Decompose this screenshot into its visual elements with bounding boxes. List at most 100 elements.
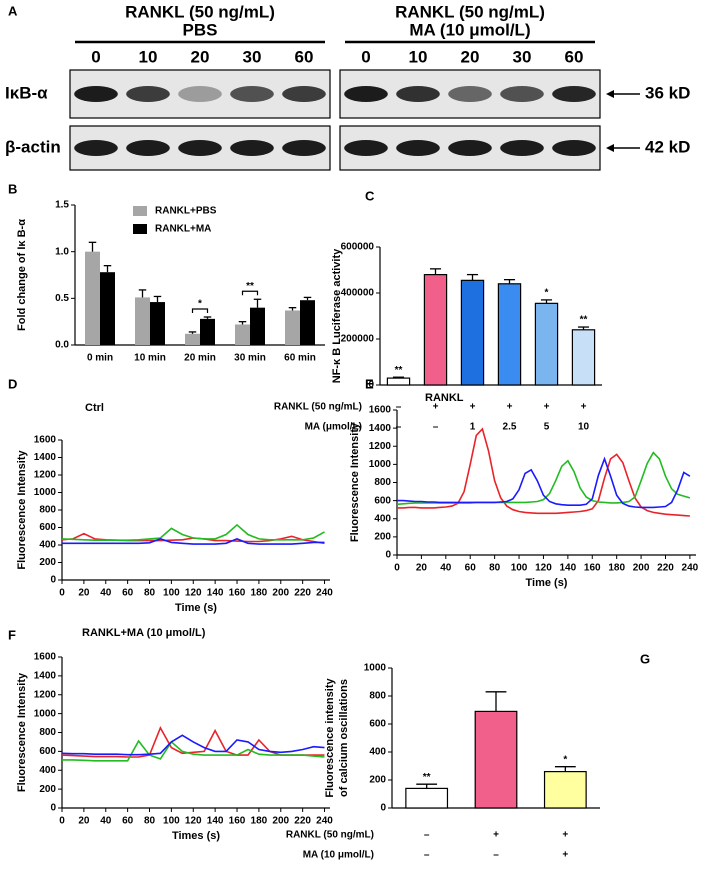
x-tick-label: 60 (122, 588, 134, 599)
y-axis-label: Fold change of Iκ B-α (16, 219, 28, 331)
y-axis-label: Fluorescence intensity (324, 678, 336, 798)
band (552, 140, 596, 156)
y-tick-label: 600 (374, 495, 391, 506)
band (344, 140, 388, 156)
x-tick-label: 100 (511, 563, 528, 574)
lane-label: 20 (461, 47, 480, 66)
line (396, 451, 691, 506)
y-tick-label: 0 (385, 550, 391, 561)
line (61, 523, 325, 541)
condition-value: + (544, 402, 550, 413)
legend-swatch (133, 224, 147, 234)
condition-value: + (433, 402, 439, 413)
x-tick-label: 180 (251, 588, 268, 599)
y-tick-label: 800 (39, 727, 56, 738)
condition-value: – (493, 850, 499, 861)
chart-title: Ctrl (85, 402, 104, 414)
y-axis-label: Fluorescence Intensity (16, 450, 28, 570)
y-tick-label: 600 (369, 719, 386, 730)
band (282, 86, 326, 102)
y-tick-label: 1400 (34, 671, 57, 682)
condition-value: 5 (544, 422, 550, 433)
size-label: 42 kD (645, 137, 690, 156)
x-tick-label: 100 (163, 588, 180, 599)
band (178, 140, 222, 156)
band (178, 86, 222, 102)
protein-label: IκB-α (5, 83, 48, 102)
x-tick-label: 20 (78, 588, 90, 599)
x-tick-label: 30 min (234, 353, 266, 364)
y-tick-label: 400000 (341, 288, 375, 299)
significance-label: ** (395, 365, 403, 376)
x-tick-label: 40 (440, 563, 452, 574)
x-tick-label: 60 min (284, 353, 316, 364)
bar (300, 300, 315, 345)
y-tick-label: 200 (39, 784, 56, 795)
bar (250, 307, 265, 345)
condition-label: PBS (183, 20, 218, 39)
y-tick-label: 1200 (34, 689, 57, 700)
x-tick-label: 120 (185, 816, 202, 827)
significance-bracket (241, 290, 259, 296)
x-tick-label: 40 (100, 588, 112, 599)
condition-value: 2.5 (503, 422, 517, 433)
x-tick-label: 20 min (184, 353, 216, 364)
condition-value: + (507, 402, 513, 413)
y-tick-label: 400 (39, 765, 56, 776)
condition-label: RANKL (50 ng/mL) (274, 402, 362, 413)
significance-label: * (563, 754, 567, 765)
band (500, 140, 544, 156)
x-tick-label: 10 min (134, 353, 166, 364)
y-tick-label: 0 (50, 803, 56, 814)
significance-label: ** (423, 772, 431, 783)
condition-value: 1 (470, 422, 476, 433)
bar (460, 279, 485, 386)
significance-label: * (545, 288, 549, 299)
panel-letter: D (8, 376, 17, 391)
condition-value: – (396, 402, 402, 413)
x-tick-label: 20 (416, 563, 428, 574)
x-axis-label: Time (s) (526, 577, 568, 589)
x-tick-label: 220 (294, 588, 311, 599)
x-tick-label: 160 (584, 563, 601, 574)
lane-label: 10 (139, 47, 158, 66)
condition-value: + (470, 402, 476, 413)
y-tick-label: 1000 (364, 663, 387, 674)
x-tick-label: 200 (272, 588, 289, 599)
lane-label: 0 (361, 47, 370, 66)
panel-letter: F (8, 627, 16, 642)
line (62, 739, 325, 762)
treatment-label: RANKL (50 ng/mL) (395, 2, 545, 21)
bar (235, 324, 250, 345)
x-tick-label: 60 (122, 816, 134, 827)
bar (497, 283, 522, 386)
condition-value: + (493, 830, 499, 841)
bar (386, 377, 411, 386)
band (230, 140, 274, 156)
y-tick-label: 400 (39, 540, 56, 551)
x-tick-label: 180 (608, 563, 625, 574)
x-tick-label: 140 (207, 588, 224, 599)
condition-value: – (424, 850, 430, 861)
bar (405, 787, 449, 809)
y-tick-label: 1400 (369, 423, 392, 434)
y-tick-label: 200 (374, 532, 391, 543)
y-axis-label: NF-κ B Luciferase activity (331, 248, 343, 383)
band (126, 86, 170, 102)
chart-title: RANKL (425, 392, 464, 404)
panel-letter: G (640, 651, 650, 666)
x-tick-label: 140 (207, 816, 224, 827)
y-tick-label: 1600 (34, 652, 57, 663)
significance-bracket (191, 308, 209, 313)
chart-title: RANKL+MA (10 μmol/L) (82, 627, 206, 639)
lane-label: 30 (243, 47, 262, 66)
band (448, 86, 492, 102)
y-tick-label: 1000 (369, 459, 392, 470)
band (396, 86, 440, 102)
band (344, 86, 388, 102)
x-tick-label: 180 (251, 816, 268, 827)
y-axis-label: Fluorescence Intensity (16, 672, 28, 792)
band (448, 140, 492, 156)
lane-label: 30 (513, 47, 532, 66)
